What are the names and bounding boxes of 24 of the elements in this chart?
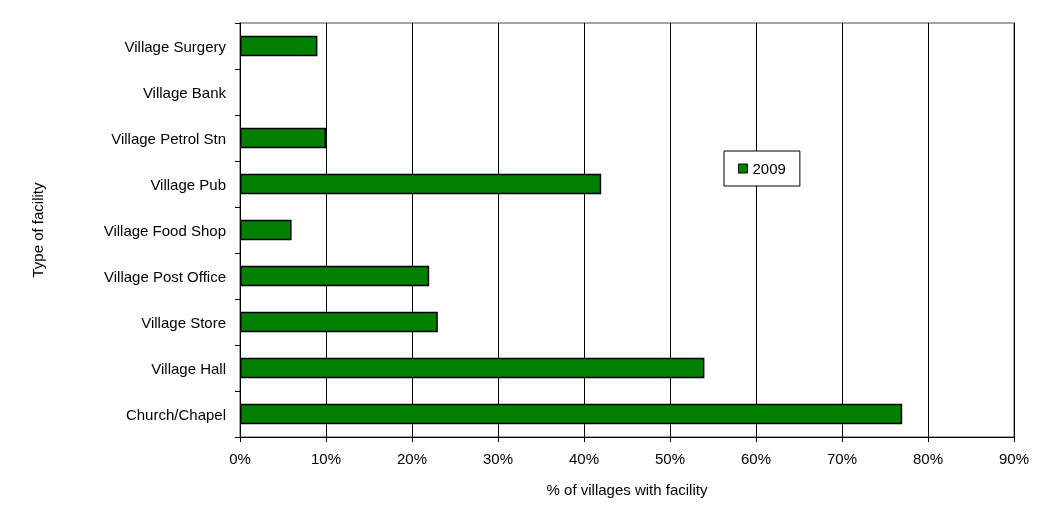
x-axis-title: % of villages with facility xyxy=(546,481,708,498)
x-tick-label: 40% xyxy=(568,450,600,467)
x-tick-label: 70% xyxy=(826,450,858,467)
x-tick-label: 90% xyxy=(998,450,1030,467)
bar xyxy=(240,219,292,241)
y-tick-label: Village Store xyxy=(141,313,226,331)
y-tick-label: Village Hall xyxy=(151,359,226,377)
legend-label: 2009 xyxy=(752,160,786,177)
x-tick-label: 50% xyxy=(654,450,686,467)
y-tick-label: Village Surgery xyxy=(124,37,227,55)
y-tick-label: Village Bank xyxy=(142,83,227,101)
x-tick-label: 10% xyxy=(310,450,342,467)
x-tick-label: 20% xyxy=(396,450,428,467)
bar xyxy=(240,35,318,57)
x-tick-label: 60% xyxy=(740,450,772,467)
y-axis-title: Type of facility xyxy=(29,181,46,278)
y-tick-label: Village Petrol Stn xyxy=(111,129,226,147)
y-tick-label: Village Pub xyxy=(150,175,226,193)
y-tick-label: Village Post Office xyxy=(103,267,226,285)
y-tick-label: Church/Chapel xyxy=(125,405,226,423)
x-tick-label: 30% xyxy=(482,450,514,467)
x-tick-label: 0% xyxy=(229,450,251,467)
x-tick-label: 80% xyxy=(912,450,944,467)
y-tick-label: Village Food Shop xyxy=(103,221,226,239)
